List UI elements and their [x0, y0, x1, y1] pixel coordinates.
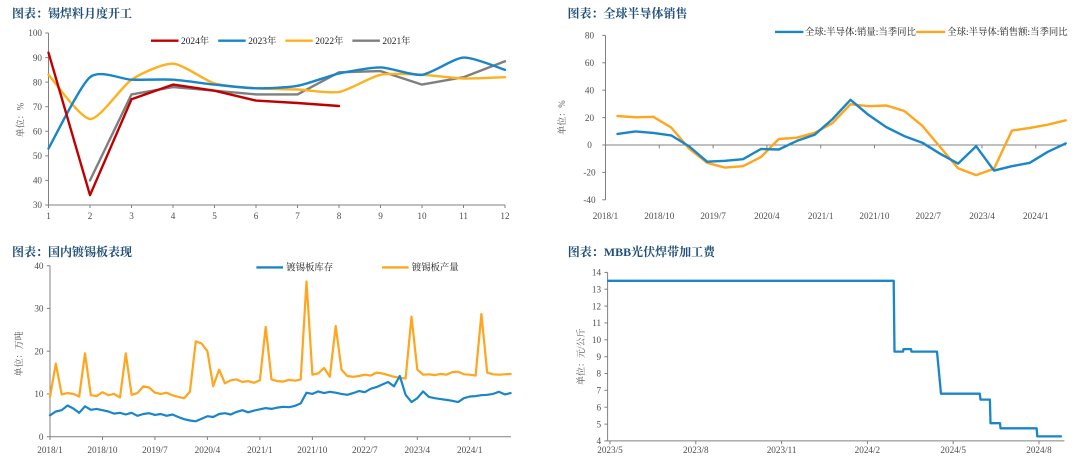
svg-text:40: 40	[34, 261, 44, 271]
svg-text:2021/10: 2021/10	[297, 445, 328, 455]
svg-text:9: 9	[378, 211, 383, 221]
svg-text:2023/5: 2023/5	[597, 445, 623, 455]
svg-text:全球:半导体:销量:当季同比: 全球:半导体:销量:当季同比	[805, 26, 917, 38]
svg-text:0: 0	[39, 432, 44, 442]
svg-text:6: 6	[597, 402, 602, 412]
svg-text:2023年: 2023年	[248, 35, 276, 47]
svg-text:8: 8	[337, 211, 342, 221]
svg-text:镀锡板产量: 镀锡板产量	[412, 262, 459, 274]
svg-text:1: 1	[46, 211, 51, 221]
svg-text:-20: -20	[583, 168, 596, 178]
svg-text:单位：%: 单位：%	[556, 100, 567, 135]
svg-text:2022/7: 2022/7	[915, 211, 941, 221]
svg-text:40: 40	[585, 85, 595, 95]
svg-text:7: 7	[295, 211, 300, 221]
svg-text:5: 5	[597, 419, 602, 429]
svg-text:2021/10: 2021/10	[859, 211, 890, 221]
svg-text:90: 90	[33, 53, 43, 63]
svg-text:图表：锡焊料月度开工: 图表：锡焊料月度开工	[12, 6, 132, 21]
svg-text:7: 7	[597, 386, 602, 396]
svg-text:单位：元/公斤: 单位：元/公斤	[575, 328, 586, 385]
svg-text:-40: -40	[583, 195, 596, 205]
svg-text:10: 10	[592, 335, 602, 345]
svg-text:图表：全球半导体销售: 图表：全球半导体销售	[568, 6, 688, 21]
svg-text:40: 40	[33, 176, 43, 186]
svg-text:图表：国内镀锡板表现: 图表：国内镀锡板表现	[12, 244, 132, 259]
svg-text:5: 5	[212, 211, 217, 221]
svg-text:9: 9	[597, 352, 602, 362]
svg-text:10: 10	[417, 211, 427, 221]
svg-text:2024/1: 2024/1	[457, 445, 483, 455]
svg-text:6: 6	[254, 211, 259, 221]
svg-text:2024/2: 2024/2	[855, 445, 881, 455]
svg-text:80: 80	[585, 31, 595, 41]
svg-text:2021年: 2021年	[382, 35, 410, 47]
svg-text:2023/11: 2023/11	[767, 445, 797, 455]
svg-text:14: 14	[592, 268, 602, 278]
svg-text:8: 8	[597, 369, 602, 379]
svg-text:镀锡板库存: 镀锡板库存	[286, 262, 333, 274]
svg-text:2023/8: 2023/8	[683, 445, 709, 455]
svg-text:2018/10: 2018/10	[87, 445, 118, 455]
svg-text:20: 20	[34, 346, 44, 356]
svg-text:30: 30	[33, 200, 43, 210]
svg-text:2024/5: 2024/5	[940, 445, 966, 455]
svg-text:20: 20	[585, 113, 595, 123]
svg-text:2024年: 2024年	[181, 35, 209, 47]
svg-text:80: 80	[33, 77, 43, 87]
svg-text:12: 12	[500, 211, 510, 221]
svg-text:2021/1: 2021/1	[808, 211, 834, 221]
svg-text:4: 4	[597, 436, 602, 446]
svg-text:2020/4: 2020/4	[754, 211, 780, 221]
svg-text:13: 13	[592, 284, 602, 294]
svg-text:2: 2	[88, 211, 93, 221]
svg-text:12: 12	[592, 301, 602, 311]
svg-text:11: 11	[459, 211, 468, 221]
svg-text:4: 4	[171, 211, 176, 221]
svg-text:60: 60	[33, 126, 43, 136]
svg-text:10: 10	[34, 389, 44, 399]
svg-text:11: 11	[592, 318, 601, 328]
svg-text:单位：%: 单位：%	[15, 102, 26, 137]
svg-text:图表：MBB光伏焊带加工费: 图表：MBB光伏焊带加工费	[568, 244, 716, 259]
svg-text:50: 50	[33, 151, 43, 161]
svg-text:2019/7: 2019/7	[142, 445, 168, 455]
svg-text:2024/8: 2024/8	[1026, 445, 1052, 455]
svg-text:2022年: 2022年	[315, 35, 343, 47]
svg-text:2018/1: 2018/1	[593, 211, 619, 221]
svg-text:2022/7: 2022/7	[352, 445, 378, 455]
svg-text:30: 30	[34, 304, 44, 314]
svg-text:2023/4: 2023/4	[405, 445, 431, 455]
svg-text:单位：万吨: 单位：万吨	[13, 331, 24, 376]
svg-text:0: 0	[587, 140, 592, 150]
svg-text:2023/4: 2023/4	[969, 211, 995, 221]
svg-text:3: 3	[129, 211, 134, 221]
svg-text:2018/10: 2018/10	[644, 211, 675, 221]
svg-text:2019/7: 2019/7	[700, 211, 726, 221]
svg-text:60: 60	[585, 58, 595, 68]
svg-text:2020/4: 2020/4	[195, 445, 221, 455]
svg-text:全球:半导体:销售额:当季同比: 全球:半导体:销售额:当季同比	[947, 26, 1068, 38]
svg-text:2024/1: 2024/1	[1023, 211, 1049, 221]
svg-text:100: 100	[28, 28, 42, 38]
svg-text:2018/1: 2018/1	[37, 445, 63, 455]
svg-text:2021/1: 2021/1	[247, 445, 273, 455]
svg-text:70: 70	[33, 102, 43, 112]
